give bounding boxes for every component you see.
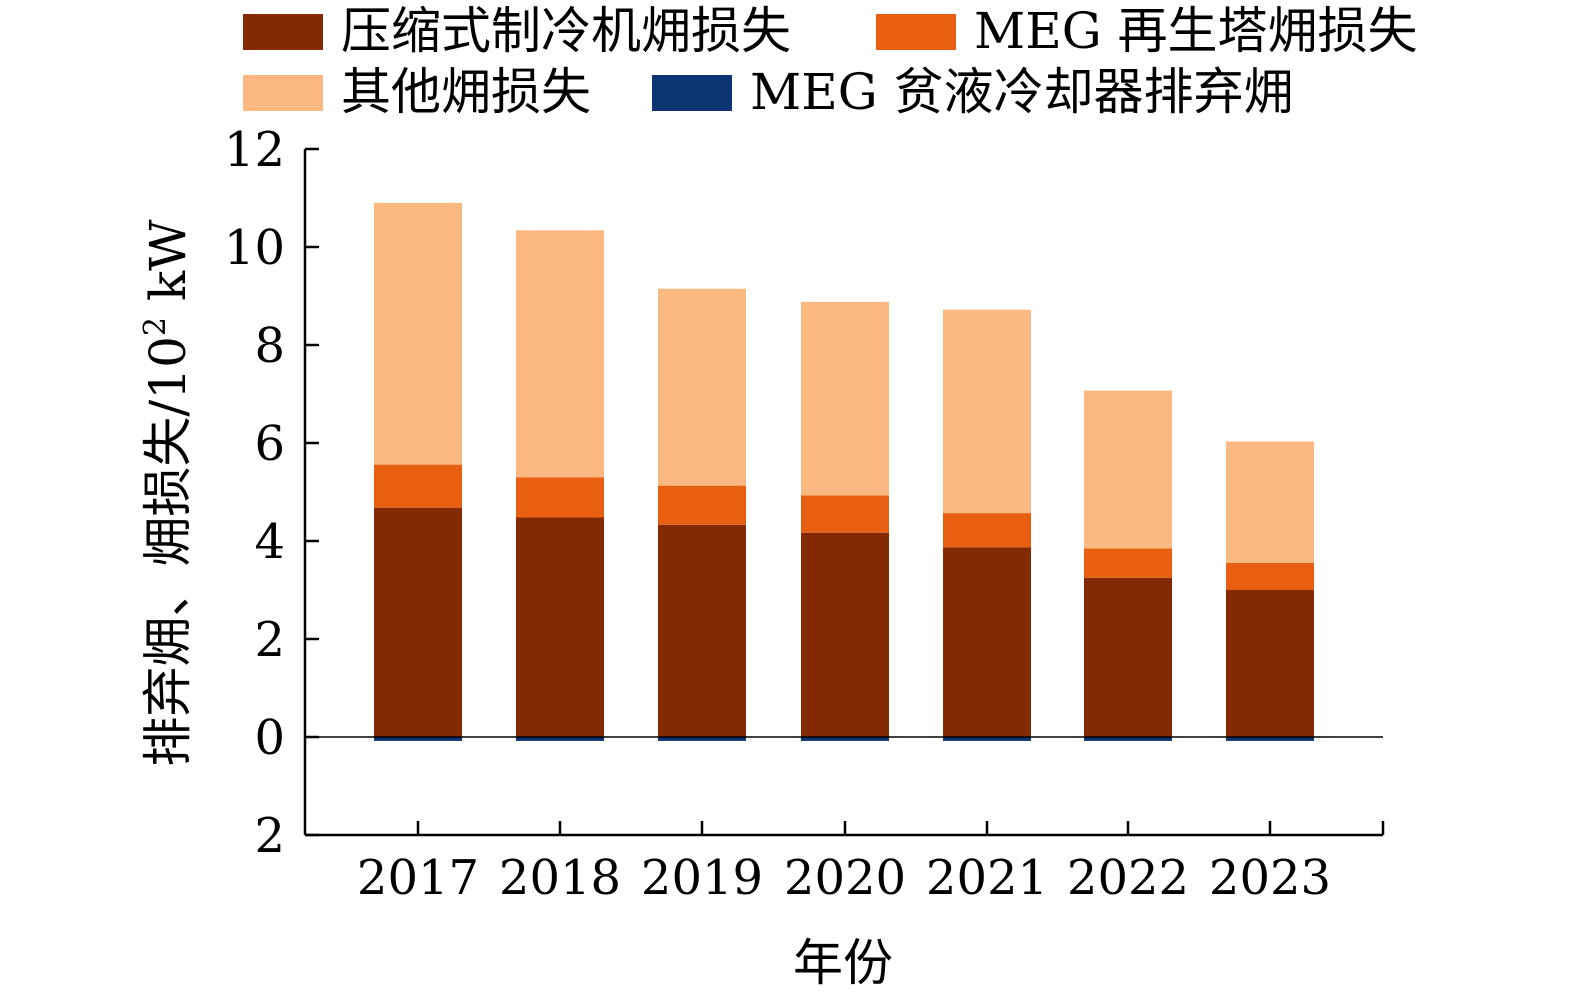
y-tick-label: 2 xyxy=(254,808,285,864)
bar-segment-2019-series-0 xyxy=(658,737,746,741)
bar-segment-2018-series-0 xyxy=(516,737,604,741)
bar-segment-2017-series-1 xyxy=(374,507,462,737)
x-tick-label: 2018 xyxy=(499,850,621,906)
axes: 2 0 2 4 6 8 10 12 2017 2018 2019 2020 2021 2022 2023 xyxy=(224,122,1385,906)
legend-item: 压缩式制冷机㶲损失 xyxy=(243,2,791,60)
legend-item: MEG 再生塔㶲损失 xyxy=(876,2,1418,60)
x-tick-label: 2023 xyxy=(1209,850,1331,906)
bar-segment-2019-series-2 xyxy=(658,485,746,525)
bar-segment-2021-series-3 xyxy=(943,309,1031,514)
bar-segment-2021-series-0 xyxy=(943,737,1031,741)
bar-segment-2022-series-2 xyxy=(1084,548,1172,578)
bar-segment-2023-series-2 xyxy=(1226,563,1314,590)
legend-swatch xyxy=(243,14,323,50)
bar-segment-2018-series-3 xyxy=(516,230,604,478)
bar-segment-2017-series-2 xyxy=(374,464,462,508)
legend-label: MEG 贫液冷却器排弃㶲 xyxy=(750,63,1294,121)
legend-label: 压缩式制冷机㶲损失 xyxy=(341,2,791,60)
bar-segment-2018-series-1 xyxy=(516,517,604,737)
legend-item: 其他㶲损失 xyxy=(243,63,591,121)
bar-segment-2017-series-3 xyxy=(374,202,462,465)
legend-swatch xyxy=(876,14,956,50)
bar-segment-2022-series-3 xyxy=(1084,390,1172,549)
bar-segment-2020-series-1 xyxy=(801,532,889,737)
bar-segment-2018-series-2 xyxy=(516,477,604,518)
y-tick-label: 0 xyxy=(254,710,285,766)
legend-swatch xyxy=(243,75,323,111)
bar-segment-2017-series-0 xyxy=(374,737,462,741)
bar-segment-2020-series-3 xyxy=(801,301,889,496)
y-tick-label: 8 xyxy=(254,318,285,374)
y-tick-label: 4 xyxy=(254,514,285,570)
y-axis-label-superscript: 2 xyxy=(138,317,173,336)
y-axis-label-main: 排弃㶲、㶲损失/10 xyxy=(139,336,197,766)
bar-segment-2020-series-0 xyxy=(801,737,889,741)
legend-item: MEG 贫液冷却器排弃㶲 xyxy=(652,63,1294,121)
x-axis-label: 年份 xyxy=(793,934,893,992)
y-tick-label: 6 xyxy=(254,416,285,472)
legend-label: 其他㶲损失 xyxy=(341,63,591,121)
bar-segment-2020-series-2 xyxy=(801,495,889,533)
y-tick-label: 10 xyxy=(224,220,285,276)
bar-segment-2019-series-1 xyxy=(658,524,746,737)
x-tick-label: 2019 xyxy=(641,850,763,906)
legend-label: MEG 再生塔㶲损失 xyxy=(974,2,1418,60)
y-axis-label: 排弃㶲、㶲损失/102 kW xyxy=(138,219,197,767)
x-tick-label: 2022 xyxy=(1067,850,1189,906)
bar-segment-2023-series-3 xyxy=(1226,441,1314,563)
x-tick-label: 2021 xyxy=(926,850,1048,906)
x-tick-label: 2020 xyxy=(784,850,906,906)
y-tick-label: 12 xyxy=(224,122,285,178)
bar-segment-2019-series-3 xyxy=(658,288,746,486)
bar-segment-2023-series-1 xyxy=(1226,590,1314,737)
bar-segment-2023-series-0 xyxy=(1226,737,1314,741)
bar-segment-2021-series-1 xyxy=(943,547,1031,737)
y-axis-label-unit: kW xyxy=(139,219,197,317)
bar-segment-2021-series-2 xyxy=(943,513,1031,548)
legend-swatch xyxy=(652,75,732,111)
y-tick-label: 2 xyxy=(254,612,285,668)
bar-segment-2022-series-1 xyxy=(1084,577,1172,738)
x-tick-label: 2017 xyxy=(357,850,479,906)
bars xyxy=(374,202,1314,741)
bar-segment-2022-series-0 xyxy=(1084,737,1172,741)
